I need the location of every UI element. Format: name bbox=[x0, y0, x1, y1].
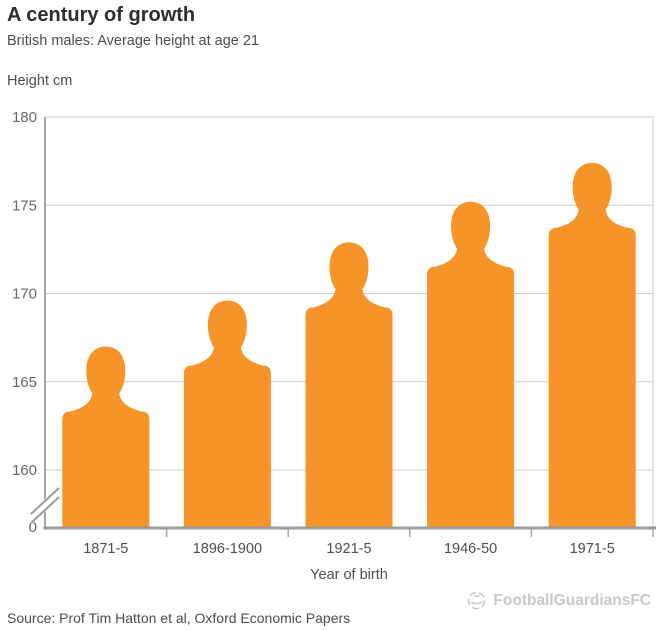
y-tick-label-175: 175 bbox=[12, 197, 37, 214]
y-tick-label-160: 160 bbox=[12, 462, 37, 479]
x-tick-label-3: 1946-50 bbox=[444, 541, 497, 557]
bar-1921-5 bbox=[305, 242, 393, 527]
chart-subtitle: British males: Average height at age 21 bbox=[7, 33, 260, 49]
x-tick-label-1: 1896-1900 bbox=[193, 541, 262, 557]
x-tick-label-0: 1871-5 bbox=[83, 541, 128, 557]
x-tick-label-4: 1971-5 bbox=[570, 541, 615, 557]
bar-1971-5 bbox=[548, 162, 636, 527]
bar-1896-1900 bbox=[183, 300, 271, 527]
x-axis-title: Year of birth bbox=[310, 567, 388, 583]
y-tick-label-165: 165 bbox=[12, 374, 37, 391]
y-axis-title: Height cm bbox=[7, 73, 73, 89]
bar-1946-50 bbox=[427, 201, 515, 527]
football-icon bbox=[466, 590, 487, 611]
y-tick-label-0: 0 bbox=[29, 519, 37, 536]
source-note: Source: Prof Tim Hatton et al, Oxford Ec… bbox=[7, 610, 351, 626]
watermark: FootballGuardiansFC bbox=[466, 590, 651, 611]
y-tick-label-180: 180 bbox=[12, 109, 37, 126]
y-tick-label-170: 170 bbox=[12, 286, 37, 303]
axis-break-slash-1 bbox=[30, 487, 60, 515]
axis-break-slash-2 bbox=[30, 496, 60, 524]
watermark-label: FootballGuardiansFC bbox=[493, 591, 651, 609]
bar-1871-5 bbox=[62, 346, 150, 527]
page-title: A century of growth bbox=[7, 4, 196, 26]
x-tick-label-2: 1921-5 bbox=[326, 541, 371, 557]
